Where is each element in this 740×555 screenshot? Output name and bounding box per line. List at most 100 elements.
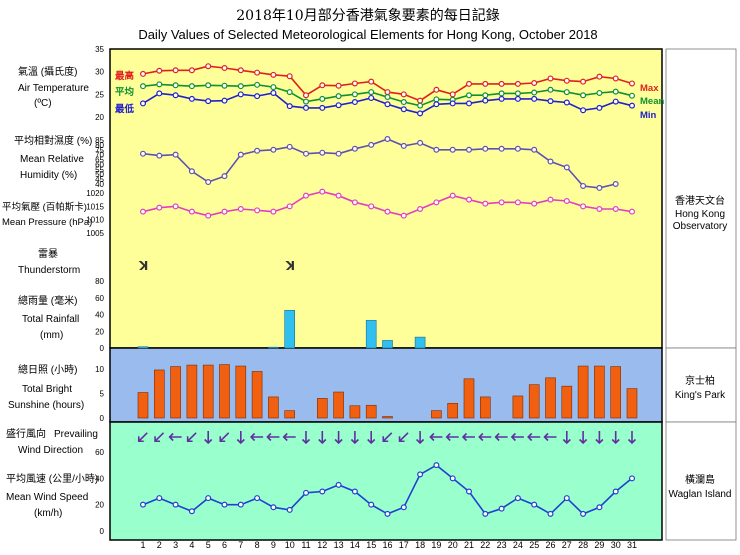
wind-direction-arrow [318,431,327,445]
label-temp-zh: 氣溫 (攝氏度) [18,65,77,78]
wind-arrow-shape [611,431,620,445]
temp-max-point [466,80,473,87]
label-ts-en: Thunderstorm [18,265,80,276]
temp-max-point [205,63,212,70]
wind-arrow-shape [219,432,230,443]
wind-speed-point [433,462,440,469]
x-tick-label: 12 [317,540,327,550]
temp-mean-point [531,89,538,96]
x-tick-label: 7 [238,540,243,550]
x-tick-label: 10 [285,540,295,550]
rh-point [188,168,195,175]
rh-point [531,146,538,153]
pres-point [237,206,244,213]
rain-bar [382,340,393,349]
rain-tick-label: 20 [95,327,104,336]
wind-arrow-shape [186,432,197,443]
wind-arrow-shape [543,432,557,442]
wind-direction-arrow [266,432,280,442]
sun-bar [137,392,149,419]
sun-bar [463,378,475,419]
temp-tick-label: 30 [95,68,104,77]
wind-direction-arrow [445,432,459,442]
sun-tick-label: 5 [100,390,105,399]
sun-bar [528,384,540,419]
wind-direction-arrow [249,432,264,442]
pres-point [466,196,473,203]
wind-arrow-shape [627,431,637,445]
rh-tick-label: 75 [95,146,104,155]
station-hko-zh: 香港天文台 [675,194,725,207]
wind-direction-arrow [478,432,492,442]
station-kp-en: King's Park [675,390,726,401]
rh-point [547,158,554,165]
legend-max-en: Max [640,83,659,94]
label-ws-zh: 平均風速 (公里/小時) [6,473,98,485]
pres-point [188,208,195,215]
wind-speed-point [531,501,538,508]
pres-point [270,208,277,215]
temp-max-point [449,91,456,98]
pres-point [368,203,375,210]
rh-point [286,143,293,150]
x-tick-label: 22 [480,540,490,550]
temp-max-point [140,70,147,77]
x-tick-label: 26 [545,540,555,550]
station-kp-zh: 京士柏 [685,374,715,387]
wind-arrow-shape [204,431,213,445]
wind-direction-arrow [579,431,588,445]
rh-tick-label: 70 [95,151,104,160]
rh-point [449,146,456,153]
wind-arrow-shape [478,432,492,442]
wind-speed-point [563,495,570,502]
rh-point [254,147,261,154]
rh-point [417,139,424,146]
x-tick-label: 16 [382,540,392,550]
sun-bar [561,385,573,419]
sun-bar [202,364,214,419]
label-temp-en1: Air Temperature [18,83,89,94]
temp-max-point [270,71,277,78]
x-tick-label: 27 [562,540,572,550]
temp-min-point [531,95,538,102]
rain-bar [414,336,426,349]
rh-point [237,151,244,158]
x-tick-label: 9 [271,540,276,550]
temp-tick-label: 25 [95,90,104,99]
wind-speed-point [188,508,195,515]
pres-point [384,208,391,215]
label-sun-zh: 總日照 (小時) [18,363,77,376]
rh-point [466,146,473,153]
legend-mean-zh: 平均 [115,86,135,98]
rain-tick-label: 80 [95,277,104,286]
pres-point [156,204,163,211]
label-rh-zh: 平均相對濕度 (%) [14,134,92,147]
temp-max-point [303,92,310,99]
temp-max-point [172,67,179,74]
wind-arrow-shape [461,432,475,442]
temp-min-point [580,107,587,114]
sun-bar [219,364,230,419]
sun-tick-label: 10 [95,365,104,374]
wind-speed-point [303,489,310,496]
temp-min-point [400,106,407,113]
label-pres-en: Mean Pressure (hPa) [2,217,92,228]
temp-mean-point [433,96,440,103]
temp-min-point [188,95,195,102]
sun-bar [333,391,344,419]
wind-direction-arrow [204,431,213,445]
wind-direction-arrow [137,432,148,443]
wind-arrow-shape [595,431,604,445]
station-label-box-hko [665,48,737,349]
temp-max-point [628,80,635,87]
temp-min-point [433,101,440,108]
wind-arrow-shape [154,432,165,443]
rh-tick-label: 85 [95,136,104,145]
wind-arrow-shape [334,431,343,445]
temp-min-point [384,101,391,108]
thunderstorm-marker: ꓘ [138,259,148,273]
temp-min-point [466,100,473,107]
label-rain-en1: Total Rainfall [22,314,79,325]
wind-arrow-shape [137,432,148,443]
